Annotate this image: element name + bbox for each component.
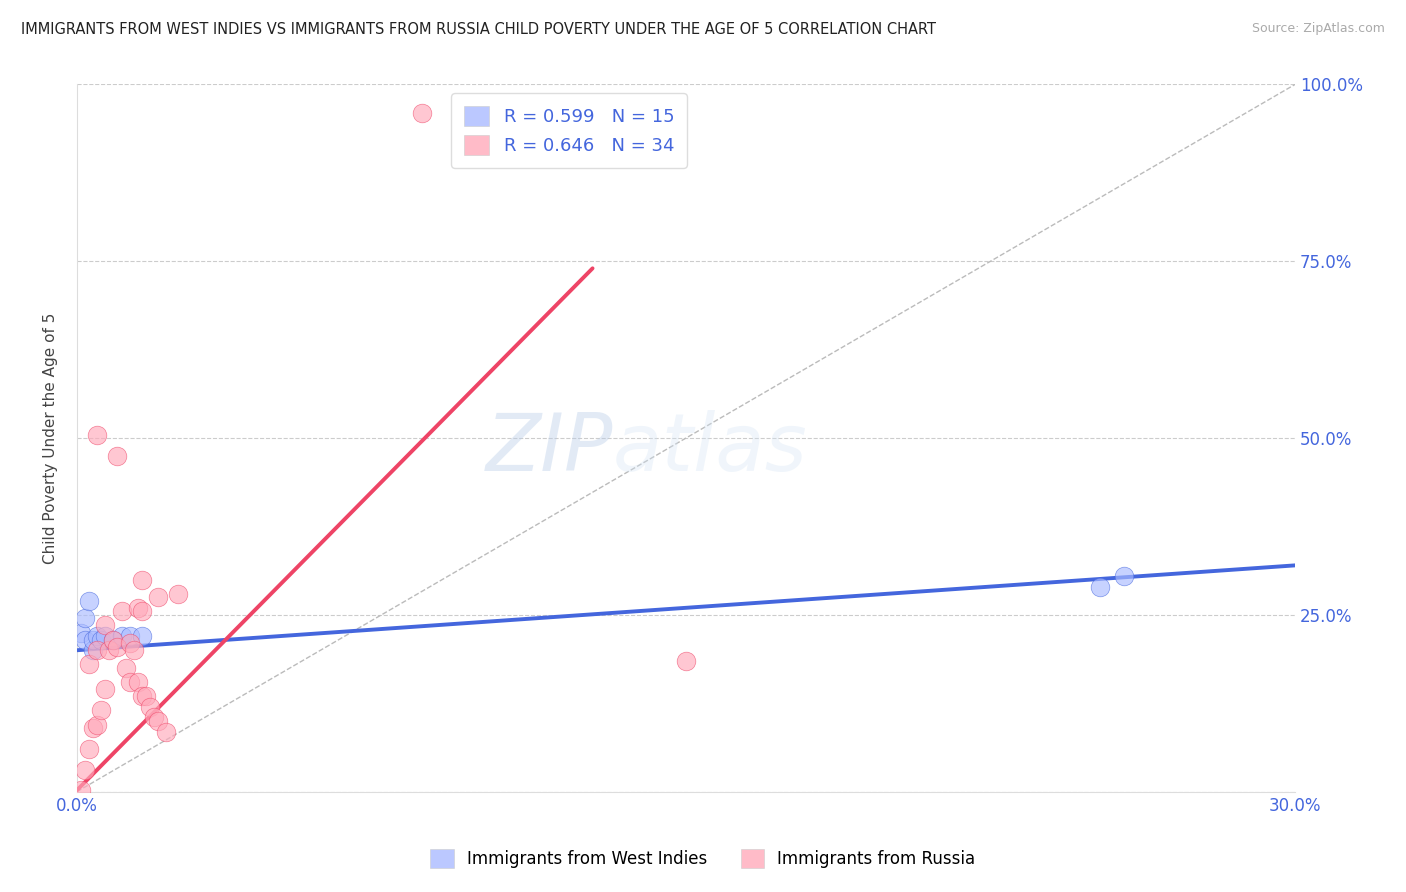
Point [118, 636, 141, 650]
Point [82, 643, 104, 657]
Point [103, 632, 125, 647]
Point [86, 717, 108, 731]
Point [86, 427, 108, 442]
Point [82, 721, 104, 735]
Point [94, 618, 117, 632]
Point [94, 629, 117, 643]
Point [118, 675, 141, 690]
Legend: Immigrants from West Indies, Immigrants from Russia: Immigrants from West Indies, Immigrants … [423, 843, 983, 875]
Text: ZIP: ZIP [485, 409, 613, 488]
Point [107, 449, 129, 463]
Point [77, 742, 100, 756]
Y-axis label: Child Poverty Under the Age of 5: Child Poverty Under the Age of 5 [44, 312, 58, 564]
Point [107, 640, 129, 654]
Point [1114, 569, 1136, 583]
Point [118, 629, 141, 643]
Point [143, 710, 166, 724]
Point [73, 611, 96, 625]
Point [77, 593, 100, 607]
Point [110, 629, 132, 643]
Point [114, 661, 136, 675]
Point [122, 643, 145, 657]
Legend: R = 0.599   N = 15, R = 0.646   N = 34: R = 0.599 N = 15, R = 0.646 N = 34 [451, 94, 688, 168]
Point [103, 632, 125, 647]
Point [131, 573, 153, 587]
Point [70, 625, 93, 640]
Point [146, 591, 169, 605]
Point [73, 632, 96, 647]
Point [155, 724, 177, 739]
Point [110, 604, 132, 618]
Point [167, 587, 190, 601]
Point [77, 657, 100, 672]
Point [127, 675, 149, 690]
Point [90, 632, 112, 647]
Point [86, 643, 108, 657]
Point [127, 600, 149, 615]
Point [98, 643, 121, 657]
Point [411, 105, 433, 120]
Point [82, 632, 104, 647]
Point [90, 703, 112, 717]
Text: atlas: atlas [613, 409, 807, 488]
Point [675, 654, 697, 668]
Point [94, 682, 117, 697]
Point [131, 604, 153, 618]
Point [86, 629, 108, 643]
Point [139, 699, 162, 714]
Point [131, 629, 153, 643]
Point [131, 690, 153, 704]
Point [146, 714, 169, 728]
Text: IMMIGRANTS FROM WEST INDIES VS IMMIGRANTS FROM RUSSIA CHILD POVERTY UNDER THE AG: IMMIGRANTS FROM WEST INDIES VS IMMIGRANT… [21, 22, 936, 37]
Point [70, 783, 93, 797]
Point [1088, 580, 1111, 594]
Text: Source: ZipAtlas.com: Source: ZipAtlas.com [1251, 22, 1385, 36]
Point [73, 764, 96, 778]
Point [135, 690, 157, 704]
